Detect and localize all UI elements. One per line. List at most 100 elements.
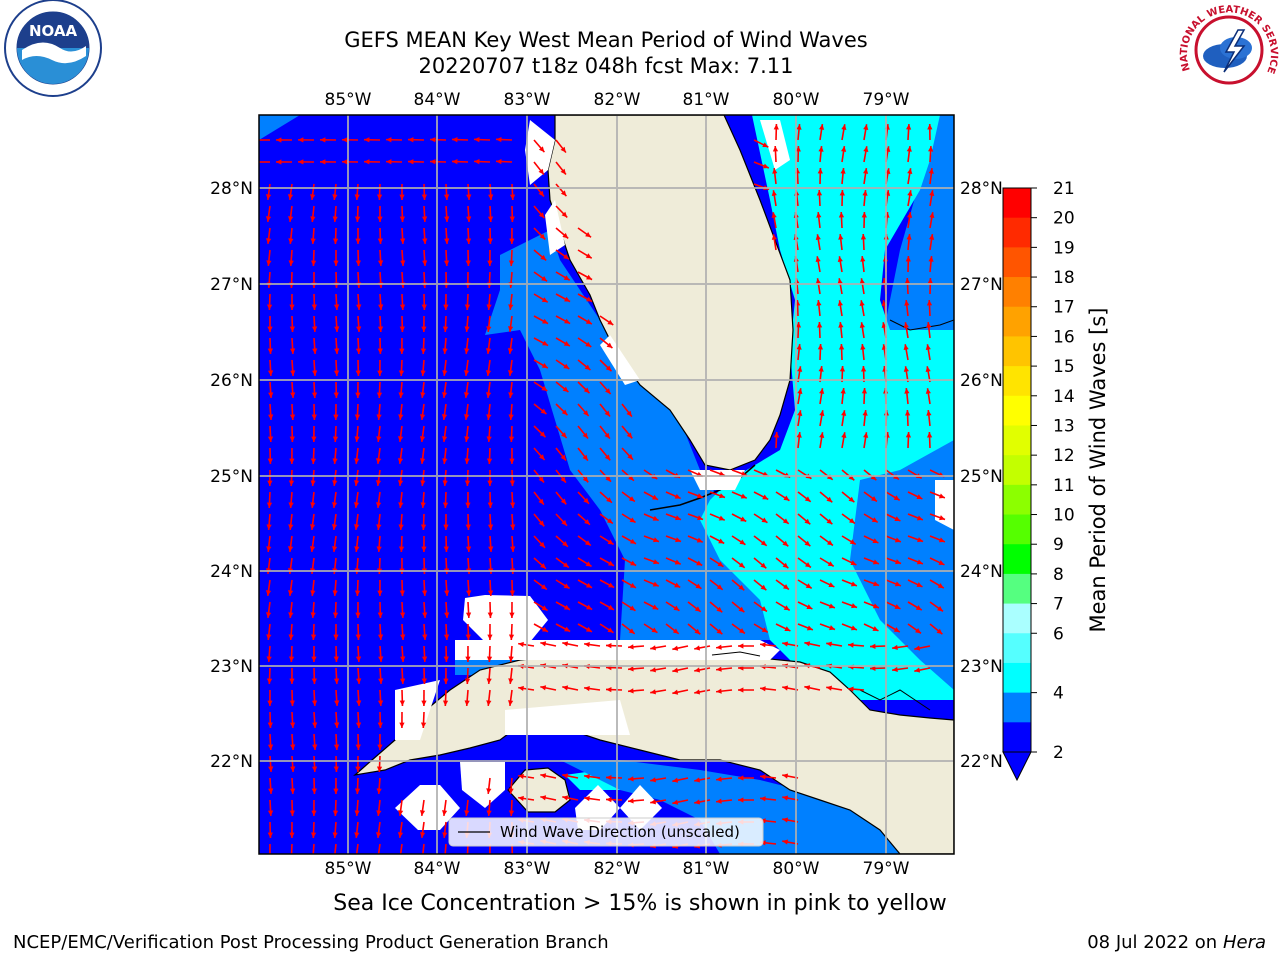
wind-arrow-head [288,546,294,552]
wind-arrow-head [333,766,339,772]
lon-label-top: 79°W [863,90,910,110]
wind-arrow-head [443,678,449,684]
wind-arrow-head [905,432,912,438]
wind-arrow-head [697,515,704,521]
wind-arrow-head [605,365,612,372]
wind-arrow-head [442,810,448,816]
wind-arrow-head [870,474,877,481]
wind-arrow-head [442,326,449,332]
wind-arrow-head [560,498,567,505]
wind-arrow-head [627,453,633,460]
wind-arrow-head [927,124,933,130]
wind-arrow-head [652,494,659,500]
wind-arrow-head [904,410,911,416]
wind-arrow-head [276,159,282,165]
wind-arrow-head [906,124,912,130]
wind-arrow-head [311,656,317,662]
wind-arrow-head [760,774,766,780]
wind-arrow-head [443,656,449,662]
wind-arrow-head [267,326,273,332]
wind-arrow-head [938,493,945,499]
wind-arrow-head [560,168,566,175]
wind-arrow-head [442,832,448,838]
wind-arrow-head [444,238,450,244]
wind-arrow-head [796,124,802,130]
wind-arrow-head [332,216,338,222]
wind-arrow-head [376,502,382,508]
wind-arrow-head [540,795,547,801]
wind-arrow-head [607,627,614,633]
wind-arrow-head [443,524,449,530]
ocean-mid-south [560,760,930,854]
wind-arrow-head [487,855,492,860]
wind-arrow-head [716,644,722,650]
wind-arrow-head [486,304,492,310]
wind-arrow-head [333,656,339,662]
wind-arrow-head [936,628,943,635]
wind-arrow-head [862,410,868,416]
wind-arrow-head [474,158,480,165]
wind-arrow-head [926,300,933,306]
wind-arrow-head [538,476,545,483]
wind-arrow-head [841,410,847,416]
wind-arrow-head [444,216,450,222]
wind-arrow-head [797,366,803,372]
wind-arrow-head [816,300,822,306]
wind-arrow-head [265,216,272,222]
wind-arrow-head [872,559,879,565]
wind-arrow-head [850,581,857,587]
wind-arrow-head [310,634,317,640]
wind-arrow-head [376,832,382,838]
wind-arrow-head [310,458,317,464]
wind-arrow-head [926,410,932,416]
wind-arrow-head [827,561,834,567]
wind-arrow-head [895,559,902,565]
wind-arrow-head [266,524,272,530]
wind-arrow-head [376,546,382,552]
wind-arrow-head [583,410,589,416]
colorbar-block [1003,484,1031,516]
wind-arrow [466,843,469,854]
wind-arrow-head [289,788,296,794]
wind-arrow-head [355,656,362,662]
wind-arrow-head [938,560,945,565]
wind-arrow-head [894,537,901,543]
wind-arrow-head [332,194,338,200]
wind-arrow-head [332,436,339,442]
wind-arrow-head [849,539,856,545]
wind-arrow-head [893,627,900,633]
wind-arrow-head [333,414,339,420]
wind-arrow-head [399,348,405,354]
wind-arrow-head [927,278,933,284]
footer-org: NCEP/EMC/Verification Post Processing Pr… [13,932,609,953]
colorbar-tick-label: 13 [1053,416,1075,436]
wind-arrow-head [289,678,295,684]
wind-arrow-head [289,722,296,728]
wind-arrow-head [487,238,493,244]
wind-arrow-head [265,590,272,596]
wind-arrow-head [266,502,273,508]
wind-arrow-head [487,524,494,530]
wind-arrow-head [298,137,304,143]
wind-arrow-head [761,517,768,523]
wind-arrow-head [332,480,338,486]
lon-label-top: 82°W [594,90,641,110]
wind-arrow-head [487,634,493,640]
wind-arrow-head [332,238,339,244]
lon-label-bottom: 79°W [863,859,910,879]
wind-arrow-head [561,409,568,416]
wind-arrow-head [420,722,427,728]
wind-arrow-head [334,304,340,310]
wind-arrow-head [421,656,428,662]
wind-arrow-head [819,388,825,394]
wind-arrow-head [694,689,701,695]
footer-date: 08 Jul 2022 on Hera [1087,932,1266,953]
wind-arrow-head [773,124,779,130]
wind-arrow-head [916,582,923,587]
colorbar-block [1003,722,1031,753]
wind-arrow-head [443,304,449,310]
colorbar-block [1003,277,1031,308]
lat-label-left: 26°N [210,371,253,391]
wind-arrow-head [604,410,611,417]
wind-arrow-head [628,688,634,694]
